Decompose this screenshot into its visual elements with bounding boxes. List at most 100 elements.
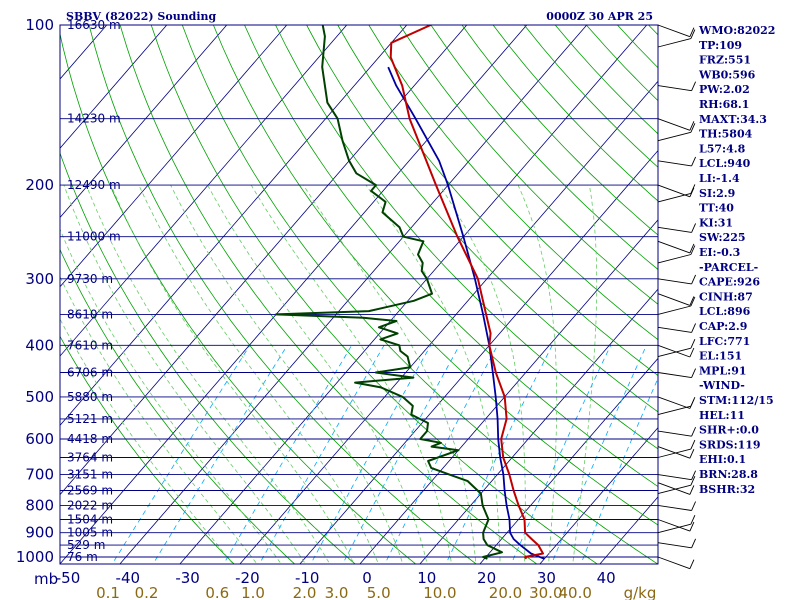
index-value: HEL:11 [699, 409, 745, 422]
index-value: TP:109 [699, 39, 742, 52]
index-value: WB0:596 [698, 68, 756, 81]
moist-adiabat-line [572, 185, 598, 564]
mixing-ratio-label: 40.0 [558, 584, 591, 600]
wind-barb [657, 556, 695, 570]
isotherm-line [299, 149, 658, 564]
wind-barb [657, 501, 697, 511]
index-value: CINH:87 [699, 290, 753, 303]
wind-barb [657, 519, 695, 532]
index-value: SW:225 [699, 231, 746, 244]
moist-adiabat-line [110, 184, 355, 564]
pressure-tick-label: 400 [25, 336, 54, 354]
index-value: TT:40 [699, 202, 734, 215]
moist-adiabat-line [60, 318, 234, 564]
index-value: EI:-0.3 [699, 246, 740, 259]
height-label: 8610 m [67, 307, 113, 321]
wind-barb [657, 296, 696, 315]
isotherm-line [479, 357, 658, 564]
temperature-tick-label: -40 [116, 569, 141, 587]
moist-adiabat-line [365, 184, 501, 564]
wind-barb [657, 515, 696, 534]
isotherm-line [60, 25, 288, 288]
isotherm-line [60, 25, 528, 564]
wind-barb [657, 118, 695, 131]
pressure-tick-label: 200 [25, 176, 54, 194]
pressure-tick-label: 300 [25, 270, 54, 288]
profiles [275, 25, 545, 560]
mixing-ratio-line [152, 345, 288, 564]
index-value: LCL:896 [699, 305, 751, 318]
height-label: 529 m [67, 538, 105, 552]
height-label: 1005 m [67, 526, 113, 540]
wind-barb [657, 482, 695, 495]
height-label: 11000 m [67, 230, 121, 244]
index-value: CAPE:926 [699, 276, 760, 289]
mixing-ratio-label: 30.0 [529, 584, 562, 600]
isotherm-line [60, 25, 228, 219]
dry-adiabat-line [88, 25, 477, 564]
dry-adiabat-line [60, 32, 417, 564]
mixing-ratio-line [310, 345, 432, 564]
mixing-ratio-line [580, 377, 658, 564]
pressure-tick-label: 1000 [16, 548, 54, 566]
index-value: SHR+:0.0 [699, 424, 759, 437]
dry-adiabat-line [60, 151, 356, 564]
chart-title: SBBV (82022) Sounding [66, 10, 217, 23]
mixing-ratio-line [510, 345, 612, 564]
pressure-axis-label: mb [34, 570, 58, 588]
mixing-ratio-line [445, 345, 553, 564]
temperature-tick-label: -30 [175, 569, 200, 587]
index-value: SRDS:119 [699, 438, 761, 451]
index-value: LCL:940 [699, 157, 751, 170]
temperature-trace [389, 25, 544, 560]
dry-adiabat-line [181, 25, 658, 564]
mixing-ratio-label: 5.0 [367, 584, 391, 600]
temperature-tick-label: -10 [295, 569, 320, 587]
index-value: PW:2.02 [699, 83, 750, 96]
dewpoint-trace [275, 25, 503, 560]
index-value: WMO:82022 [698, 24, 775, 37]
height-label: 4418 m [67, 432, 113, 446]
wind-barb [657, 123, 696, 142]
height-label: 12490 m [67, 178, 121, 192]
mixing-ratio-line [384, 345, 498, 564]
height-label: 9730 m [67, 272, 113, 286]
pressure-tick-label: 900 [25, 524, 54, 542]
wind-barb [657, 240, 695, 254]
wind-barb [657, 323, 697, 333]
isotherm-line [419, 288, 658, 564]
dry-adiabat-line [337, 25, 658, 377]
index-value: -PARCEL- [699, 261, 758, 274]
pressure-ticks: 100 200 300 400 500 600 700 800 900 1000 [16, 16, 54, 566]
dry-adiabat-line [275, 25, 658, 450]
wind-barb [657, 439, 696, 458]
index-value: MAXT:34.3 [699, 113, 767, 126]
index-value: TH:5804 [699, 128, 753, 141]
wind-barb [657, 476, 696, 495]
wind-barb [657, 368, 697, 379]
isotherm-line [539, 427, 658, 564]
moist-adiabat-line [517, 184, 558, 564]
temperature-tick-label: -50 [56, 569, 81, 587]
mixing-ratio-line [342, 345, 460, 564]
mixing-ratio-line [223, 345, 353, 564]
height-label: 14230 m [67, 112, 121, 126]
index-value: KI:31 [699, 216, 733, 229]
wind-barb [657, 245, 696, 264]
index-value: L57:4.8 [699, 142, 746, 155]
mixing-ratio-unit: g/kg [624, 584, 657, 600]
index-value: -WIND- [699, 379, 745, 392]
pressure-tick-label: 500 [25, 388, 54, 406]
temperature-ticks: -50 -40 -30 -20 -10 0 10 20 30 40 [56, 569, 616, 587]
moist-adiabat-line [250, 184, 452, 564]
index-value: BSHR:32 [699, 483, 755, 496]
mixing-ratio-label: 10.0 [423, 584, 456, 600]
index-value: MPL:91 [699, 364, 747, 377]
isotherm-line [60, 25, 348, 357]
index-value: EL:151 [699, 350, 742, 363]
wind-barb [657, 24, 695, 38]
index-value: FRZ:551 [699, 54, 751, 67]
temperature-tick-label: 0 [362, 569, 372, 587]
mixing-ratio-line [551, 345, 647, 564]
